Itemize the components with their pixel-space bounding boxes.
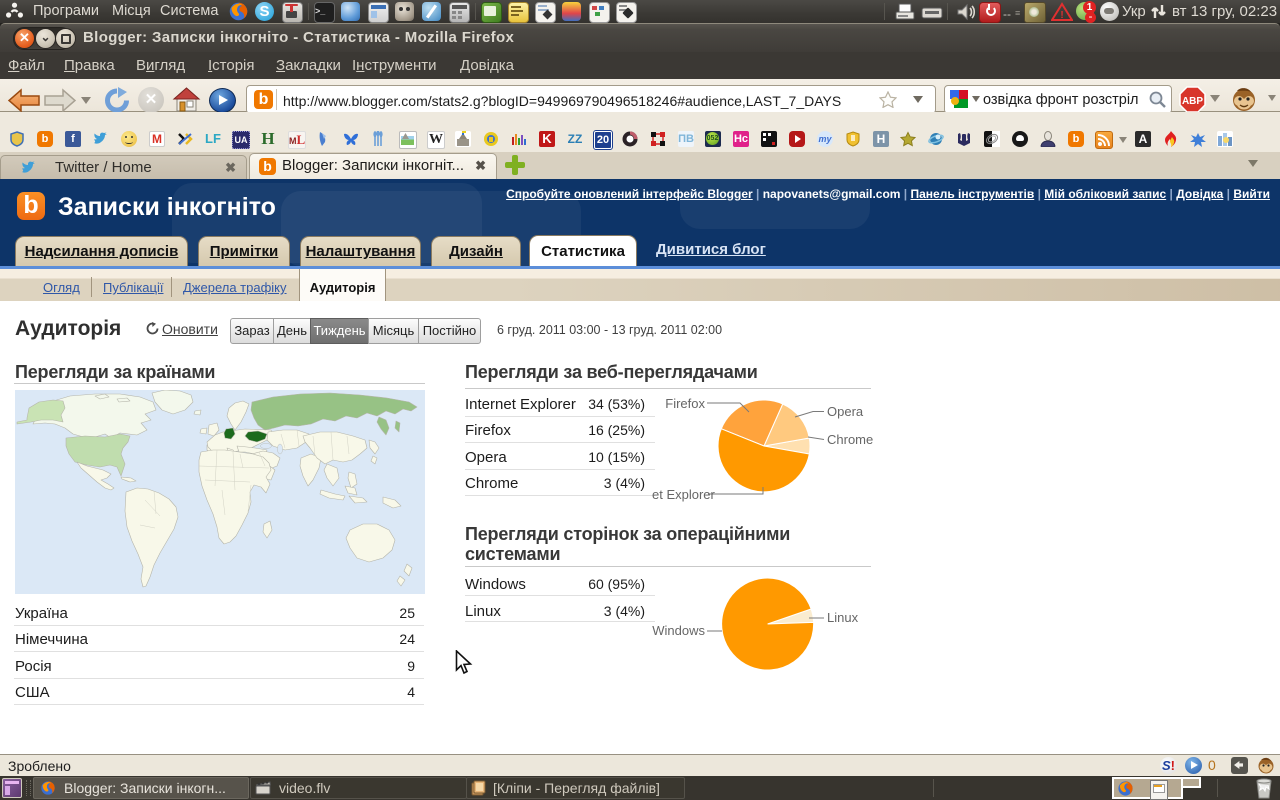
svg-text:Linux: Linux: [827, 610, 859, 625]
svg-text:ABP: ABP: [1182, 96, 1203, 107]
svg-text:Firefox: Firefox: [665, 396, 705, 411]
svg-text:Chrome: Chrome: [827, 432, 873, 447]
svg-text:Windows: Windows: [652, 623, 705, 638]
svg-text:et Explorer: et Explorer: [652, 487, 716, 502]
svg-text:!: !: [1060, 10, 1063, 21]
svg-text:Opera: Opera: [827, 404, 864, 419]
